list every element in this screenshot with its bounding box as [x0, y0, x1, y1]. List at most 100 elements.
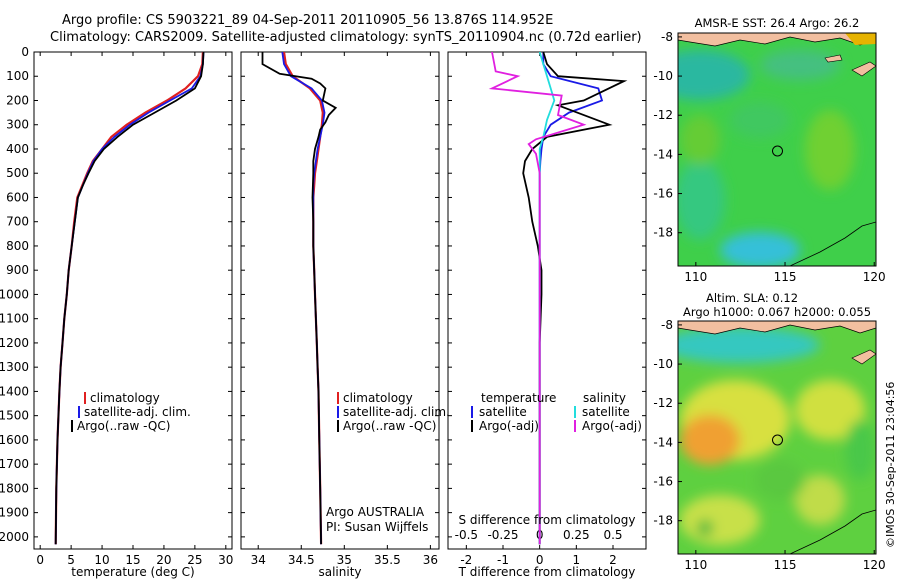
x-tick-label: 35.5 — [374, 553, 401, 567]
map-y-tick-label: -8 — [661, 318, 673, 332]
x-tick-label: 10 — [94, 553, 109, 567]
sla-low-patch — [678, 327, 820, 363]
legend-label: Argo(..raw -QC) — [343, 419, 436, 433]
coastline — [789, 509, 876, 554]
y-tick-label: 700 — [6, 215, 29, 229]
difference-plot: -2 -1 0 1 2-0.5 -0.25 0 0.25 0.5 — [448, 51, 646, 567]
salinity-series-group — [261, 52, 338, 545]
sla-high-patch — [680, 495, 760, 545]
x-tick-label: -2 — [460, 553, 472, 567]
sla-map-frame — [677, 320, 877, 555]
legend-label: Argo(-adj) — [479, 419, 539, 433]
island — [851, 61, 876, 77]
x-tick-label: 34 — [251, 553, 266, 567]
map-y-tick-label: -14 — [653, 435, 673, 449]
y-tick-label: 1500 — [0, 409, 29, 423]
argo-program-label: Argo AUSTRALIA — [326, 505, 425, 519]
sst-warm-patch — [805, 110, 855, 190]
y-tick-label: 1800 — [0, 481, 29, 495]
salinity-xlabel: salinity — [318, 565, 361, 579]
imos-watermark: ©IMOS 30-Sep-2011 23:04:56 — [884, 382, 897, 548]
map-y-tick-label: -12 — [653, 108, 673, 122]
difference-series-line — [538, 52, 604, 545]
y-tick-label: 1400 — [0, 384, 29, 398]
map-y-tick-label: -16 — [653, 187, 673, 201]
y-tick-label: 500 — [6, 166, 29, 180]
x-tick-label: 36 — [423, 553, 438, 567]
map-y-tick-label: -18 — [653, 226, 673, 240]
y-tick-label: 1700 — [0, 457, 29, 471]
map-y-tick-label: -16 — [653, 475, 673, 489]
sla-map — [678, 321, 876, 554]
map-x-tick-label: 110 — [684, 270, 707, 284]
x2-tick-label: -0.5 — [455, 528, 478, 542]
x2-tick-label: -0.25 — [487, 528, 518, 542]
map-x-tick-label: 115 — [774, 558, 797, 572]
sst-warm-patch — [680, 115, 720, 165]
map-y-tick-label: -14 — [653, 147, 673, 161]
x-tick-label: 15 — [125, 553, 140, 567]
temperature-series-line — [54, 52, 205, 545]
y-tick-label: 300 — [6, 118, 29, 132]
y-tick-label: 1100 — [0, 312, 29, 326]
y-tick-label: 1300 — [0, 360, 29, 374]
island — [851, 349, 876, 365]
sst-cool-patch — [678, 50, 750, 100]
map-x-tick-label: 120 — [863, 270, 886, 284]
y-tick-label: 1900 — [0, 506, 29, 520]
x2-tick-label: 0.25 — [563, 528, 590, 542]
x-tick-label: 25 — [187, 553, 202, 567]
temperature-plot: 0 5 10 15 20 25 300100200300400500600700800900… — [0, 45, 233, 567]
argo-pi-label: PI: Susan Wijffels — [326, 520, 428, 534]
x2-tick-label: 0.5 — [603, 528, 622, 542]
land-mass — [678, 321, 876, 335]
legend-title-salinity: salinity — [583, 391, 626, 405]
sla-map-subtitle: Argo h1000: 0.067 h2000: 0.055 — [683, 305, 871, 319]
sst-map — [678, 33, 876, 266]
x-tick-label: 1 — [573, 553, 581, 567]
legend-label: satellite-adj. clim. — [84, 405, 191, 419]
island — [824, 54, 843, 63]
legend-label: satellite — [582, 405, 630, 419]
y-tick-label: 600 — [6, 190, 29, 204]
legend-label: satellite — [479, 405, 527, 419]
salinity-axes — [240, 51, 440, 550]
difference-series-group — [488, 52, 628, 545]
difference-series-line — [488, 52, 587, 545]
salinity-series-line — [282, 52, 324, 545]
y-tick-label: 800 — [6, 239, 29, 253]
map-x-tick-label: 110 — [684, 558, 707, 572]
land-mass — [678, 33, 876, 47]
temperature-legend: climatology satellite-adj. clim. Argo(..… — [71, 391, 191, 433]
land-mass — [845, 33, 876, 45]
argo-location-marker — [772, 434, 783, 446]
y-tick-label: 400 — [6, 142, 29, 156]
difference-xlabel: T difference from climatology — [458, 565, 636, 579]
y-tick-label: 100 — [6, 69, 29, 83]
salinity-plot: 34 34.5 35 35.5 36 — [241, 51, 439, 567]
difference-series-line — [522, 52, 628, 545]
difference-legend: temperature salinity satellite Argo(-adj… — [471, 391, 642, 433]
legend-title-temperature: temperature — [481, 391, 556, 405]
sst-map-frame — [677, 32, 877, 267]
map-y-tick-label: -18 — [653, 514, 673, 528]
y-tick-label: 2000 — [0, 530, 29, 544]
sla-low-patch — [845, 420, 875, 480]
sla-high-patch — [680, 415, 740, 465]
sst-map-title: AMSR-E SST: 26.4 Argo: 26.2 — [695, 16, 860, 30]
x-tick-label: 34.5 — [288, 553, 315, 567]
figure-title-line2: Climatology: CARS2009. Satellite-adjuste… — [50, 30, 642, 45]
x-tick-label: 20 — [156, 553, 171, 567]
difference-axes — [447, 51, 647, 550]
y-tick-label: 1000 — [0, 287, 29, 301]
salinity-series-line — [281, 52, 326, 545]
salinity-legend: climatology satellite-adj. clim. Argo(..… — [326, 391, 450, 534]
map-x-tick-label: 120 — [863, 558, 886, 572]
sst-map-ticks: 110 115 120 -8 -10 -12 -14 -16 -18 — [653, 30, 885, 284]
sla-high-patch — [795, 380, 865, 440]
x-tick-label: 2 — [609, 553, 617, 567]
temperature-series-group — [54, 52, 205, 545]
temperature-series-line — [54, 52, 205, 545]
sla-low-patch — [697, 520, 713, 536]
